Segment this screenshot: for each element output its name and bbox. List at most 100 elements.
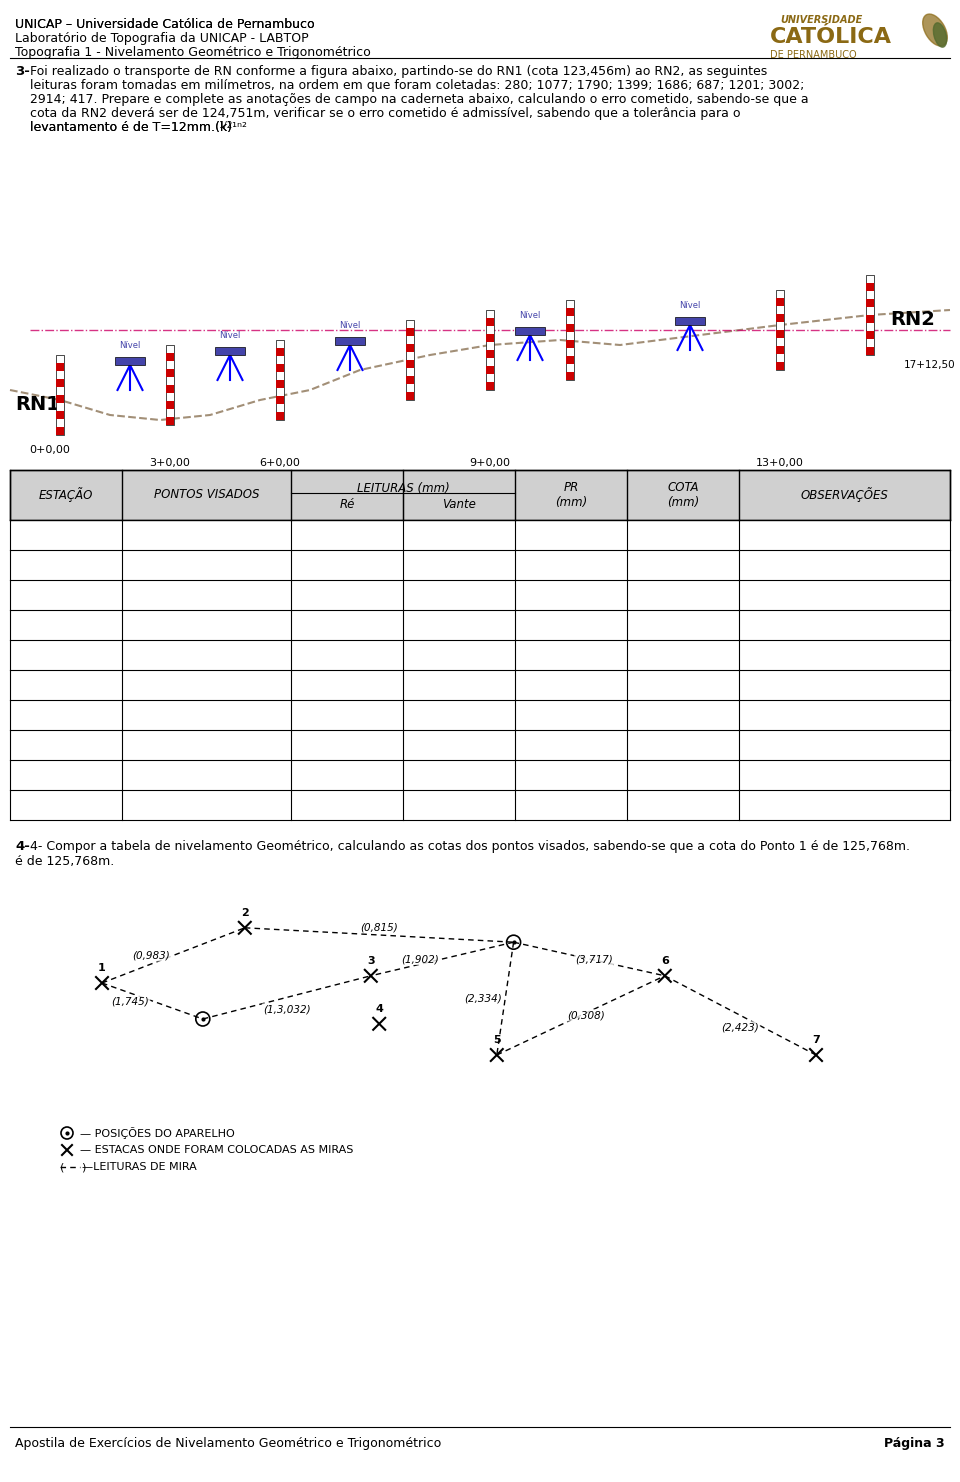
Text: Ré: Ré [339, 498, 354, 511]
Bar [776, 314, 784, 322]
Text: 13+0,00: 13+0,00 [756, 458, 804, 468]
Bar [566, 372, 574, 379]
Text: levantamento é de T=12mm.(k)¹ⁿ²: levantamento é de T=12mm.(k)¹ⁿ² [30, 122, 247, 133]
Text: Nível: Nível [519, 311, 540, 320]
Bar [10, 731, 950, 760]
Bar [566, 325, 574, 332]
Bar [56, 396, 64, 403]
Bar [56, 379, 64, 387]
Bar [276, 396, 284, 405]
Text: ): ) [81, 1162, 85, 1172]
Text: Nível: Nível [339, 322, 361, 330]
Text: 5: 5 [493, 1034, 500, 1045]
Bar [115, 357, 145, 365]
Bar [276, 339, 284, 419]
Bar [486, 382, 494, 390]
Bar [486, 319, 494, 326]
Text: (2,334): (2,334) [465, 993, 502, 1003]
Bar [166, 353, 174, 362]
Bar [215, 347, 245, 356]
Bar [566, 299, 574, 379]
Bar [406, 320, 414, 400]
Text: Vante: Vante [442, 498, 476, 511]
Text: 4: 4 [375, 1003, 383, 1014]
Bar [776, 330, 784, 338]
Text: (1,745): (1,745) [111, 996, 149, 1006]
Bar [276, 379, 284, 388]
Text: 1/2: 1/2 [219, 122, 233, 130]
Text: Laboratório de Topografia da UNICAP - LABTOP: Laboratório de Topografia da UNICAP - LA… [15, 33, 308, 44]
Text: 2: 2 [241, 908, 249, 917]
Bar [406, 360, 414, 368]
Text: UNICAP – Universidade Católica de Pernambuco: UNICAP – Universidade Católica de Pernam… [15, 18, 315, 31]
Bar [866, 283, 874, 290]
Bar [166, 402, 174, 409]
Text: RN2: RN2 [890, 310, 935, 329]
Ellipse shape [923, 13, 948, 46]
Text: Apostila de Exercícios de Nivelamento Geométrico e Trigonométrico: Apostila de Exercícios de Nivelamento Ge… [15, 1438, 442, 1449]
Bar [675, 317, 705, 325]
Bar [10, 470, 950, 520]
Text: (0,815): (0,815) [360, 922, 398, 932]
Text: levantamento é de T=12mm.(k): levantamento é de T=12mm.(k) [30, 122, 232, 133]
Text: Foi realizado o transporte de RN conforme a figura abaixo, partindo-se do RN1 (c: Foi realizado o transporte de RN conform… [30, 65, 767, 79]
Text: UNICAP – Universidade Católica de Pernambuco: UNICAP – Universidade Católica de Pernam… [15, 18, 315, 31]
Bar [866, 299, 874, 307]
Text: OBSERVAÇÕES: OBSERVAÇÕES [801, 488, 888, 502]
Bar [866, 347, 874, 356]
Text: COTA
(mm): COTA (mm) [667, 482, 699, 508]
Text: — ESTACAS ONDE FORAM COLOCADAS AS MIRAS: — ESTACAS ONDE FORAM COLOCADAS AS MIRAS [80, 1146, 353, 1154]
Bar [566, 308, 574, 316]
Text: 3-: 3- [15, 65, 30, 79]
Text: Página 3: Página 3 [884, 1438, 945, 1449]
Bar [776, 290, 784, 370]
Bar [56, 427, 64, 436]
Bar [406, 344, 414, 353]
Bar [10, 640, 950, 670]
Bar [166, 385, 174, 393]
Text: é de 125,768m.: é de 125,768m. [15, 855, 114, 868]
Bar [776, 362, 784, 370]
Text: Topografia 1 - Nivelamento Geométrico e Trigonométrico: Topografia 1 - Nivelamento Geométrico e … [15, 46, 371, 59]
Text: 4-: 4- [15, 840, 30, 854]
Text: (: ( [60, 1162, 64, 1172]
Text: DE PERNAMBUCO: DE PERNAMBUCO [770, 50, 856, 59]
Bar [406, 393, 414, 400]
Bar [776, 298, 784, 305]
Bar [406, 376, 414, 384]
Ellipse shape [933, 22, 947, 47]
Text: (1,3,032): (1,3,032) [263, 1005, 311, 1014]
Text: 3+0,00: 3+0,00 [150, 458, 190, 468]
Text: 2914; 417. Prepare e complete as anotações de campo na caderneta abaixo, calcula: 2914; 417. Prepare e complete as anotaçõ… [30, 93, 808, 107]
Bar [10, 670, 950, 700]
Bar [276, 348, 284, 356]
Text: 17+12,50: 17+12,50 [904, 360, 956, 370]
Bar [406, 328, 414, 336]
Text: Nível: Nível [680, 301, 701, 310]
Bar [56, 356, 64, 436]
Bar [866, 330, 874, 339]
Bar [10, 760, 950, 790]
Text: 1: 1 [98, 963, 106, 974]
Text: Nível: Nível [219, 330, 241, 339]
Bar [776, 345, 784, 354]
Text: ESTAÇÃO: ESTAÇÃO [38, 488, 93, 502]
Bar [56, 363, 64, 370]
Bar [166, 416, 174, 425]
Bar [335, 336, 365, 345]
Text: —LEITURAS DE MIRA: —LEITURAS DE MIRA [82, 1162, 197, 1172]
Text: PR
(mm): PR (mm) [555, 482, 588, 508]
Bar [566, 339, 574, 348]
Bar [10, 520, 950, 550]
Text: 7: 7 [812, 1034, 820, 1045]
Text: (0,983): (0,983) [132, 950, 170, 960]
Text: (0,308): (0,308) [567, 1011, 605, 1021]
Bar [276, 365, 284, 372]
Bar [166, 369, 174, 376]
Text: LEITURAS (mm): LEITURAS (mm) [356, 482, 449, 495]
Bar [866, 316, 874, 323]
Text: (2,423): (2,423) [722, 1023, 759, 1033]
Text: (1,902): (1,902) [401, 954, 439, 963]
Bar [566, 356, 574, 365]
Text: 9+0,00: 9+0,00 [469, 458, 511, 468]
